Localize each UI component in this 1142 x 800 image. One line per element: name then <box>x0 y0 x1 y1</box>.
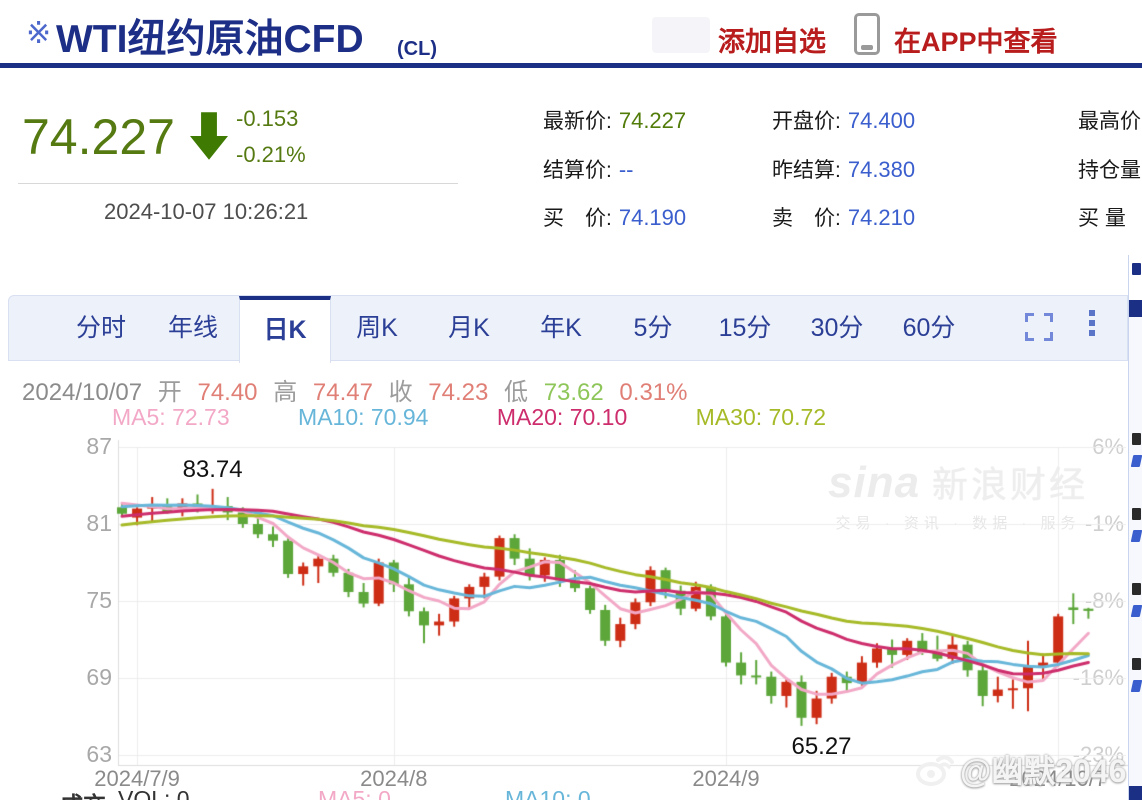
view-in-app-link[interactable]: 在APP中查看 <box>894 27 1058 57</box>
field-last: 最新价: 74.227 <box>543 108 687 133</box>
field-ask-value: 74.210 <box>847 205 916 230</box>
field-bid-value: 74.190 <box>618 205 687 230</box>
favorite-star-placeholder[interactable] <box>652 17 710 53</box>
y-axis-tick: 69 <box>86 663 112 690</box>
field-bid: 买 价: 74.190 <box>543 205 687 230</box>
tab-日K[interactable]: 日K <box>239 296 331 363</box>
tab-5分[interactable]: 5分 <box>633 314 673 342</box>
volume-ma10: MA10: 0 <box>505 786 591 800</box>
high-value: 74.47 <box>312 379 373 406</box>
period-tabbar: 分时 年线 日K 周K 月K 年K 5分 15分 30分 60分 <box>8 295 1128 363</box>
low-label: 低 <box>504 379 529 406</box>
tab-月K[interactable]: 月K <box>448 314 490 342</box>
ma20-legend: MA20: 70.10 <box>496 404 628 430</box>
candlestick-chart[interactable] <box>8 435 1128 800</box>
current-bar-readout: 2024/10/07 开 74.40 高 74.47 收 74.23 低 73.… <box>22 372 696 407</box>
field-open-value: 74.400 <box>847 108 916 133</box>
low-price-annotation: 65.27 <box>791 732 852 760</box>
ma5-legend: MA5: 72.73 <box>112 404 230 430</box>
high-price-annotation: 83.74 <box>182 455 243 483</box>
quote-timestamp: 2024-10-07 10:26:21 <box>104 199 309 224</box>
tab-周K[interactable]: 周K <box>356 314 398 342</box>
field-open: 开盘价: 74.400 <box>772 108 916 133</box>
ma-legend: MA5: 72.73 MA10: 70.94 MA20: 70.10 MA30:… <box>112 404 888 431</box>
add-watchlist-button[interactable]: 添加自选 <box>718 27 826 57</box>
quote-divider <box>18 183 458 184</box>
price-down-arrow-icon <box>190 112 228 165</box>
price-change: -0.153 <box>236 106 299 131</box>
x-axis-tick: 2024/10/7 <box>1009 766 1108 791</box>
field-ask: 卖 价: 74.210 <box>772 205 916 230</box>
field-open-interest: 持仓量 <box>1078 159 1141 182</box>
weibo-watermark: @幽默2046 <box>912 746 1126 792</box>
volume-value: VOL: 0 <box>118 786 190 800</box>
sina-futures-logo-icon: ※ <box>26 17 52 50</box>
field-prev-settle: 昨结算: 74.380 <box>772 157 916 182</box>
more-menu-icon[interactable] <box>1089 310 1095 340</box>
tab-60分[interactable]: 60分 <box>902 314 956 342</box>
weibo-eye-icon <box>916 755 954 786</box>
price-change-pct: -0.21% <box>236 142 306 167</box>
open-value: 74.40 <box>197 379 258 406</box>
last-price: 74.227 <box>22 109 175 165</box>
phone-icon <box>854 13 880 55</box>
y-axis-tick: 63 <box>86 740 112 767</box>
volume-pane-label: 成交 <box>60 786 106 800</box>
bar-date: 2024/10/07 <box>22 379 143 406</box>
y-axis-tick: 75 <box>86 586 112 613</box>
ma30-legend: MA30: 70.72 <box>695 404 827 430</box>
tab-分时[interactable]: 分时 <box>75 314 126 342</box>
volume-ma5: MA5: 0 <box>318 786 391 800</box>
close-label: 收 <box>388 379 413 406</box>
field-bid-size: 买 量 <box>1078 207 1126 230</box>
right-rail <box>1128 255 1142 800</box>
symbol-code: (CL) <box>397 38 437 60</box>
x-axis-tick: 2024/8 <box>360 766 428 791</box>
field-settle-value: -- <box>618 157 634 182</box>
open-label: 开 <box>157 379 182 406</box>
field-last-value: 74.227 <box>618 108 687 133</box>
page-title: WTI纽约原油CFD <box>56 18 364 61</box>
header-divider <box>0 63 1142 68</box>
y-axis-tick: 87 <box>86 433 112 459</box>
fullscreen-icon[interactable] <box>1025 313 1053 341</box>
tab-30分[interactable]: 30分 <box>810 314 864 342</box>
y-axis-tick: 81 <box>86 509 112 536</box>
x-axis-tick: 2024/9 <box>692 766 760 791</box>
tab-年线[interactable]: 年线 <box>167 314 218 342</box>
field-high: 最高价 <box>1078 110 1141 133</box>
tab-年K[interactable]: 年K <box>540 314 582 342</box>
ma10-legend: MA10: 70.94 <box>298 404 429 430</box>
range-pct: 0.31% <box>619 379 688 406</box>
high-label: 高 <box>273 379 298 406</box>
tab-15分[interactable]: 15分 <box>718 314 772 342</box>
x-axis-tick: 2024/7/9 <box>94 766 180 791</box>
close-value: 74.23 <box>428 379 489 406</box>
field-settle: 结算价: -- <box>543 157 634 182</box>
weibo-handle: @幽默2046 <box>960 753 1127 789</box>
field-prev-settle-value: 74.380 <box>847 157 916 182</box>
low-value: 73.62 <box>543 379 604 406</box>
